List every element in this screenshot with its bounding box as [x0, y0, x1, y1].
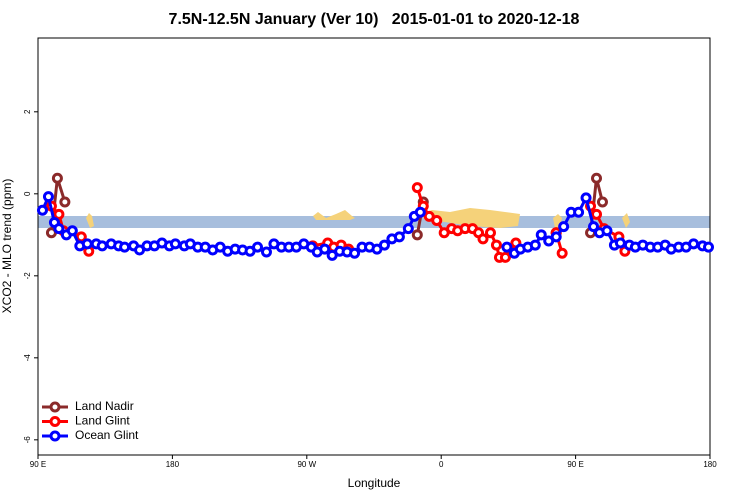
- ocean-band: [38, 216, 710, 228]
- point: [703, 241, 715, 253]
- point: [414, 206, 426, 218]
- y-tick-label: 2: [23, 109, 32, 114]
- point: [501, 241, 513, 253]
- legend-label: Land Nadir: [75, 399, 134, 413]
- point: [96, 240, 108, 252]
- y-axis-label: XCO2 - MLO trend (ppm): [0, 179, 14, 314]
- point: [490, 239, 502, 251]
- point: [319, 243, 331, 255]
- point: [614, 237, 626, 249]
- point: [591, 172, 603, 184]
- x-axis-label: Longitude: [348, 476, 401, 490]
- legend-marker: [49, 416, 61, 427]
- point: [484, 227, 496, 239]
- point: [349, 247, 361, 259]
- legend-label: Ocean Glint: [75, 428, 139, 442]
- point: [477, 233, 489, 245]
- legend-label: Land Glint: [75, 414, 130, 428]
- y-tick-label: -6: [23, 436, 32, 444]
- point: [573, 206, 585, 218]
- point: [688, 238, 700, 250]
- point: [411, 229, 423, 241]
- point: [378, 239, 390, 251]
- point: [550, 231, 562, 243]
- point: [66, 225, 78, 237]
- x-tick-label: 90 E: [30, 460, 46, 469]
- point: [53, 223, 65, 235]
- point: [36, 204, 48, 216]
- x-tick-label: 0: [439, 460, 444, 469]
- point: [169, 238, 181, 250]
- point: [529, 239, 541, 251]
- point: [431, 214, 443, 226]
- point: [556, 247, 568, 259]
- point: [252, 241, 264, 253]
- point: [119, 241, 131, 253]
- point: [535, 229, 547, 241]
- point: [81, 238, 93, 250]
- x-tick-label: 180: [166, 460, 180, 469]
- point: [499, 251, 511, 263]
- land-shape: [622, 213, 630, 228]
- point: [53, 208, 65, 220]
- point: [402, 223, 414, 235]
- x-tick-label: 180: [703, 460, 717, 469]
- land-shape: [420, 208, 520, 228]
- point: [59, 196, 71, 208]
- point: [588, 221, 600, 233]
- land-shape: [86, 213, 94, 228]
- land-shape: [313, 210, 355, 220]
- point: [260, 246, 272, 258]
- background-map: [38, 208, 710, 228]
- point: [42, 191, 54, 203]
- point: [51, 172, 63, 184]
- x-tick-label: 90 W: [297, 460, 316, 469]
- y-tick-label: -2: [23, 272, 32, 280]
- y-tick-label: -4: [23, 354, 32, 362]
- point: [393, 231, 405, 243]
- point: [601, 225, 613, 237]
- y-tick-label: 0: [23, 191, 32, 196]
- point: [596, 196, 608, 208]
- point: [580, 192, 592, 204]
- chart-title: 7.5N-12.5N January (Ver 10) 2015-01-01 t…: [169, 11, 580, 28]
- legend-marker: [49, 430, 61, 442]
- point: [411, 182, 423, 194]
- point: [558, 221, 570, 233]
- point: [591, 208, 603, 220]
- x-tick-label: 90 E: [567, 460, 583, 469]
- legend-marker: [49, 401, 61, 413]
